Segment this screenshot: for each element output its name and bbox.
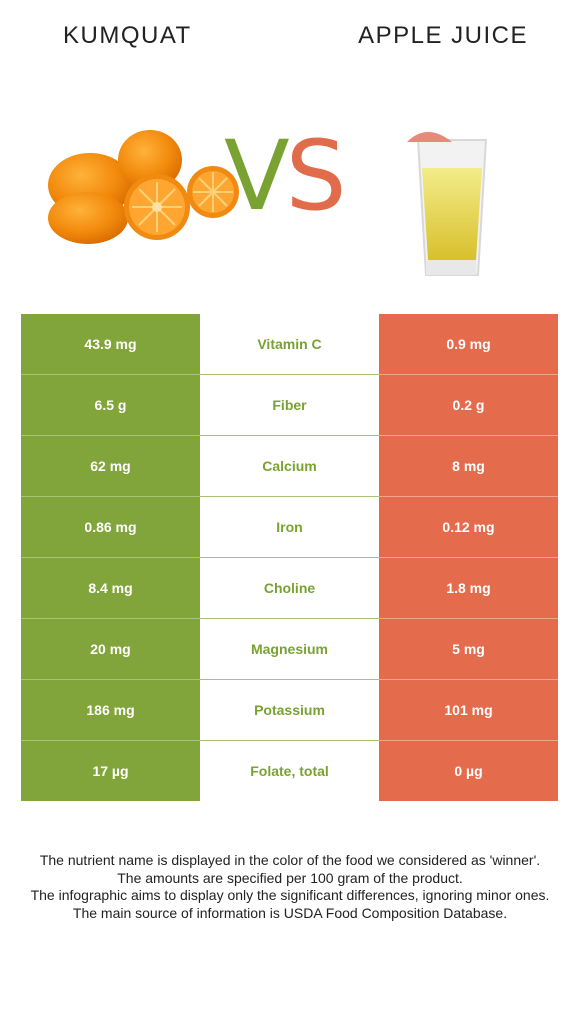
- nutrient-name: Fiber: [200, 374, 379, 436]
- vs-s: S: [285, 120, 347, 232]
- right-food-title: APPLE JUICE: [358, 22, 528, 49]
- footnote-line: The infographic aims to display only the…: [30, 887, 550, 903]
- apple-juice-value: 101 mg: [379, 679, 558, 741]
- footnote-line: The amounts are specified per 100 gram o…: [117, 869, 463, 886]
- table-row: 0.86 mg Iron 0.12 mg: [21, 496, 558, 558]
- nutrient-name: Folate, total: [200, 740, 379, 801]
- kumquat-value: 8.4 mg: [21, 557, 200, 619]
- table-row: 17 µg Folate, total 0 µg: [21, 740, 558, 801]
- vs-label: VS: [224, 128, 347, 224]
- nutrient-name: Vitamin C: [200, 314, 379, 375]
- table-row: 43.9 mg Vitamin C 0.9 mg: [21, 314, 558, 375]
- apple-juice-value: 0.2 g: [379, 374, 558, 436]
- nutrient-name: Iron: [200, 496, 379, 558]
- food-illustration: [48, 130, 488, 276]
- table-row: 8.4 mg Choline 1.8 mg: [21, 557, 558, 619]
- table-row: 6.5 g Fiber 0.2 g: [21, 374, 558, 436]
- apple-juice-value: 5 mg: [379, 618, 558, 680]
- comparison-table: 43.9 mg Vitamin C 0.9 mg 6.5 g Fiber 0.2…: [21, 314, 558, 801]
- kumquat-value: 0.86 mg: [21, 496, 200, 558]
- kumquat-value: 186 mg: [21, 679, 200, 741]
- footnote-line: The main source of information is USDA F…: [72, 904, 508, 921]
- apple-juice-value: 0.12 mg: [379, 496, 558, 558]
- nutrient-name: Magnesium: [200, 618, 379, 680]
- kumquat-value: 43.9 mg: [21, 314, 200, 375]
- apple-juice-value: 8 mg: [379, 435, 558, 497]
- apple-juice-value: 0.9 mg: [379, 314, 558, 375]
- nutrient-name: Calcium: [200, 435, 379, 497]
- apple-juice-value: 0 µg: [379, 740, 558, 801]
- table-row: 186 mg Potassium 101 mg: [21, 679, 558, 741]
- table-row: 62 mg Calcium 8 mg: [21, 435, 558, 497]
- vs-v: V: [224, 120, 290, 232]
- apple-juice-value: 1.8 mg: [379, 557, 558, 619]
- kumquat-value: 62 mg: [21, 435, 200, 497]
- footnote: The nutrient name is displayed in the co…: [20, 852, 560, 922]
- nutrient-name: Choline: [200, 557, 379, 619]
- left-food-title: KUMQUAT: [63, 22, 192, 49]
- nutrient-name: Potassium: [200, 679, 379, 741]
- kumquat-value: 17 µg: [21, 740, 200, 801]
- kumquat-value: 6.5 g: [21, 374, 200, 436]
- kumquat-value: 20 mg: [21, 618, 200, 680]
- apple-juice-image: [407, 132, 488, 276]
- footnote-line: The nutrient name is displayed in the co…: [39, 852, 541, 868]
- table-row: 20 mg Magnesium 5 mg: [21, 618, 558, 680]
- kumquat-image: [48, 130, 239, 244]
